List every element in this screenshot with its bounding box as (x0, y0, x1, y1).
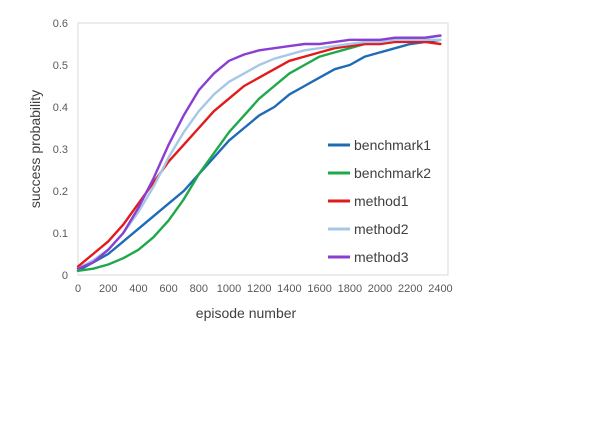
x-tick-label: 1400 (277, 283, 301, 295)
y-tick-label: 0 (62, 270, 68, 282)
y-tick-label: 0.2 (53, 186, 68, 198)
x-tick-label: 2000 (368, 283, 392, 295)
series-line-benchmark1 (76, 38, 442, 272)
y-tick-label: 0.6 (53, 18, 68, 30)
y-tick-label: 0.5 (53, 60, 68, 72)
legend-label: benchmark1 (354, 137, 431, 153)
x-tick-label: 1000 (217, 283, 241, 295)
x-tick-label: 1600 (307, 283, 331, 295)
x-tick-label: 2200 (398, 283, 422, 295)
y-tick-label: 0.3 (53, 144, 68, 156)
x-tick-label: 1200 (247, 283, 271, 295)
x-tick-label: 0 (75, 283, 81, 295)
legend-label: method2 (354, 221, 409, 237)
y-axis-title: success probability (27, 90, 43, 208)
x-tick-label: 400 (129, 283, 147, 295)
x-tick-label: 200 (99, 283, 117, 295)
legend: benchmark1 benchmark2 method1 method2 method… (328, 137, 431, 265)
y-tick-label: 0.4 (53, 102, 68, 114)
legend-label: benchmark2 (354, 165, 431, 181)
legend-label: method1 (354, 193, 409, 209)
series-layer (76, 34, 442, 272)
x-axis-title: episode number (196, 305, 297, 321)
x-tick-label: 600 (159, 283, 177, 295)
plot-area-frame (77, 22, 449, 276)
y-tick-label: 0.1 (53, 228, 68, 240)
legend-label: method3 (354, 249, 409, 265)
x-tick-label: 800 (190, 283, 208, 295)
x-tick-label: 1800 (338, 283, 362, 295)
x-tick-label: 2400 (428, 283, 452, 295)
series-line-method3 (76, 34, 442, 270)
y-tick-labels: 0 0.1 0.2 0.3 0.4 0.5 0.6 (53, 18, 68, 282)
series-line-method1 (76, 40, 442, 268)
x-tick-labels: 0 200 400 600 800 1000 1200 1400 1600 1800 2000 220… (75, 283, 453, 295)
series-line-method2 (76, 38, 442, 270)
